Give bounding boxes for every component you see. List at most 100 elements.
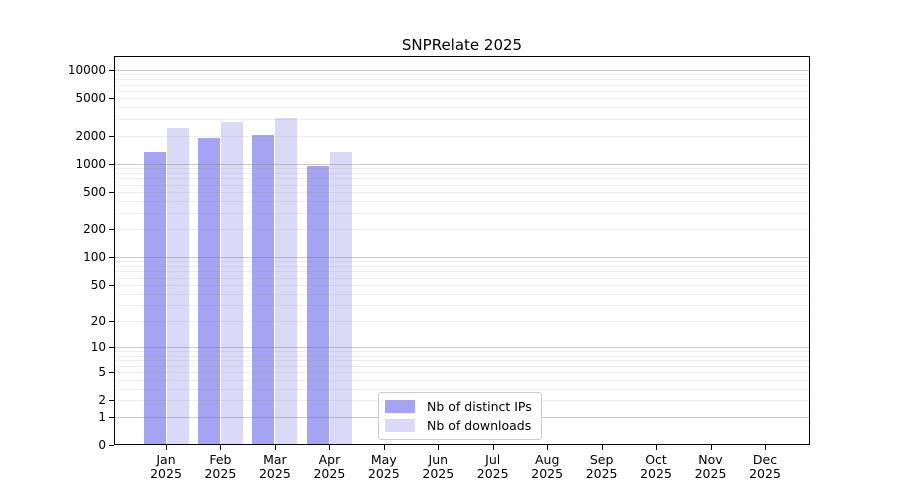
- gridline-20: [115, 321, 809, 322]
- x-tick-dec: [765, 445, 766, 450]
- y-tick-0: [109, 445, 114, 446]
- x-tick-jul: [492, 445, 494, 450]
- gridline-7: [115, 360, 809, 362]
- gridline-9000: [115, 74, 809, 76]
- gridline-4000: [115, 107, 809, 109]
- y-tick-20: [109, 321, 114, 322]
- gridline-8000: [115, 79, 809, 81]
- y-tick-5000: [109, 98, 114, 100]
- x-tick-label-nov: Nov 2025: [694, 452, 727, 481]
- gridline-6: [115, 365, 809, 367]
- legend-label-distinct-ips: Nb of distinct IPs: [427, 399, 532, 414]
- y-tick-50: [109, 284, 114, 286]
- y-tick-label-500: 500: [83, 184, 106, 199]
- x-tick-label-jul: Jul 2025: [476, 452, 509, 481]
- gridline-900: [115, 168, 809, 169]
- x-tick-apr: [329, 445, 331, 450]
- bar-feb-downloads: [220, 121, 243, 445]
- gridline-60: [115, 277, 809, 279]
- gridline-8: [115, 355, 809, 357]
- x-tick-nov: [710, 445, 712, 450]
- x-tick-oct: [656, 445, 657, 450]
- y-tick-label-5: 5: [98, 365, 106, 379]
- gridline-50: [115, 284, 809, 286]
- x-tick-label-aug: Aug 2025: [531, 452, 564, 481]
- gridline-10: [115, 347, 809, 349]
- y-tick-label-1: 1: [98, 409, 106, 424]
- y-tick-label-20: 20: [90, 314, 106, 328]
- x-tick-feb: [220, 445, 222, 450]
- y-tick-label-5000: 5000: [75, 91, 106, 106]
- y-tick-label-200: 200: [83, 222, 106, 237]
- gridline-200: [115, 229, 809, 231]
- bar-jan-downloads: [166, 128, 189, 445]
- y-tick-100: [109, 257, 114, 259]
- gridline-6000: [115, 90, 809, 92]
- gridline-800: [115, 172, 809, 174]
- x-tick-jun: [438, 445, 440, 450]
- gridline-3: [115, 388, 809, 390]
- y-tick-label-2000: 2000: [75, 128, 106, 143]
- bar-jan-distinct-ips: [143, 152, 166, 445]
- bar-apr-downloads: [329, 152, 352, 445]
- bar-feb-distinct-ips: [197, 138, 220, 445]
- y-tick-500: [109, 191, 114, 193]
- y-tick-1: [109, 416, 114, 418]
- y-tick-5: [109, 372, 114, 373]
- gridline-1000: [115, 163, 809, 165]
- gridline-30: [115, 305, 809, 307]
- bar-apr-distinct-ips: [306, 165, 329, 445]
- gridline-40: [115, 293, 809, 295]
- y-tick-200: [109, 229, 114, 231]
- y-tick-2000: [109, 135, 114, 137]
- x-tick-mar: [274, 445, 276, 450]
- y-tick-label-100: 100: [83, 250, 106, 265]
- x-tick-aug: [547, 445, 549, 450]
- legend-item-distinct-ips: Nb of distinct IPs: [385, 397, 535, 416]
- gridline-4: [115, 379, 809, 381]
- y-tick-label-0: 0: [98, 438, 106, 452]
- x-tick-label-oct: Oct 2025: [640, 452, 672, 481]
- gridline-9: [115, 351, 809, 353]
- legend-swatch-downloads-icon: [385, 419, 415, 432]
- x-tick-label-sep: Sep 2025: [585, 452, 618, 481]
- y-tick-label-50: 50: [90, 277, 106, 292]
- chart-title: SNPRelate 2025: [401, 36, 523, 54]
- legend-item-downloads: Nb of downloads: [385, 416, 535, 435]
- x-tick-label-may: May 2025: [367, 452, 400, 481]
- gridline-3000: [115, 119, 809, 120]
- gridline-100: [115, 257, 809, 259]
- x-tick-label-feb: Feb 2025: [204, 452, 237, 481]
- x-tick-label-jan: Jan 2025: [150, 452, 182, 481]
- x-tick-label-mar: Mar 2025: [258, 452, 291, 481]
- y-tick-label-2: 2: [98, 393, 106, 408]
- y-tick-label-1000: 1000: [75, 156, 106, 171]
- x-tick-label-jun: Jun 2025: [422, 452, 455, 481]
- gridline-5000: [115, 98, 809, 100]
- gridline-700: [115, 178, 809, 180]
- plot-border: [114, 56, 810, 445]
- y-tick-label-10: 10: [90, 340, 106, 355]
- x-tick-jan: [166, 445, 167, 450]
- gridline-10000: [115, 70, 809, 71]
- gridline-5: [115, 372, 809, 373]
- legend: Nb of distinct IPs Nb of downloads: [378, 392, 542, 440]
- y-tick-label-10000: 10000: [67, 63, 106, 77]
- gridline-500: [115, 191, 809, 193]
- gridline-7000: [115, 84, 809, 86]
- y-tick-10000: [109, 70, 114, 71]
- bar-mar-downloads: [275, 117, 298, 445]
- x-tick-label-dec: Dec 2025: [749, 452, 781, 481]
- legend-label-downloads: Nb of downloads: [427, 418, 532, 433]
- gridline-70: [115, 271, 809, 273]
- gridline-600: [115, 184, 809, 186]
- y-tick-1000: [109, 163, 114, 165]
- y-tick-10: [109, 347, 114, 349]
- gridline-400: [115, 201, 809, 202]
- x-tick-sep: [601, 445, 603, 450]
- bar-mar-distinct-ips: [252, 134, 275, 445]
- x-tick-label-apr: Apr 2025: [313, 452, 346, 481]
- gridline-90: [115, 261, 809, 263]
- x-tick-may: [383, 445, 385, 450]
